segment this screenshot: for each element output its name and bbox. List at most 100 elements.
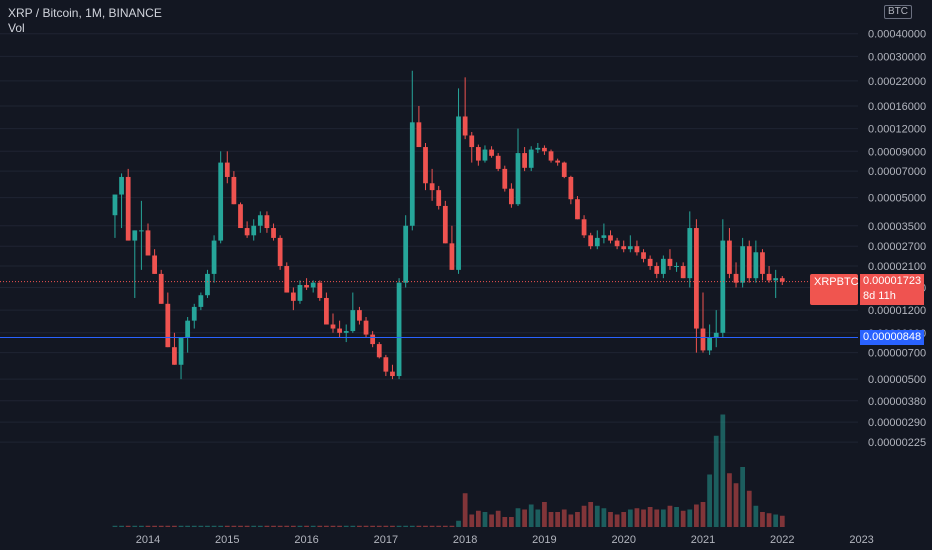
candle [383,354,389,377]
candle [660,255,666,279]
volume-bar [654,509,660,527]
candle [416,105,422,148]
volume-bar [746,490,752,527]
candle [575,196,580,220]
candle [528,146,534,172]
volume-bar [297,525,303,527]
candle [456,88,461,274]
candle-body [112,194,118,216]
candle [707,324,712,355]
volume-bar [125,525,131,527]
candle-body [185,320,191,338]
volume-bar [277,525,283,527]
candle [641,249,646,263]
last-price-label: 0.00001723 8d 11h [860,273,925,305]
candle [654,262,660,279]
volume-bar [231,525,237,527]
volume-bar [727,473,732,527]
volume-bar [495,510,501,527]
candle-body [509,188,514,205]
volume-bars [112,414,785,527]
volume-bar [343,525,349,527]
volume-bar [376,525,382,527]
volume-bar [310,525,316,527]
volume-bar [363,525,369,527]
candle [390,364,395,380]
volume-bar [456,520,461,527]
price-tick-label: 0.00002700 [868,241,926,253]
time-tick-label: 2023 [849,534,873,546]
candle [304,278,309,290]
candle-body [238,204,243,229]
candle [594,230,600,250]
candle-body [396,282,402,377]
price-tick-label: 0.00005000 [868,193,926,205]
volume-bar [555,512,561,527]
candle-body [264,215,270,229]
candle [310,280,316,293]
time-axis: 2014 2015 2016 2017 2018 2019 2020 2021 2022 2023 [136,534,874,546]
volume-bar [700,502,706,527]
volume-bar [687,509,693,527]
candle [568,175,574,205]
candle [363,316,369,338]
volume-bar [145,525,151,527]
candle-body [165,303,171,348]
volume-bar [403,525,409,527]
volume-bar [594,505,600,527]
candle-body [145,230,151,256]
axis-unit-badge[interactable]: BTC [884,5,912,19]
candle-body [548,151,554,161]
candle [112,194,118,238]
candle-body [713,332,719,338]
candle [535,143,541,154]
candle [436,185,442,210]
volume-bar [350,525,356,527]
candle-body [456,116,461,270]
candle [185,316,191,353]
candle [224,151,230,184]
candle [429,168,435,201]
candle [271,223,276,241]
volume-bar [185,525,191,527]
candle [509,183,514,208]
hline-price-label: 0.00000848 [860,330,925,346]
candle-body [674,266,679,268]
volume-bar [515,508,521,527]
candle [700,292,706,353]
candle [119,173,124,229]
candle-body [357,310,362,321]
candle-body [680,266,686,279]
candle-body [528,149,534,168]
volume-legend[interactable]: Vol [8,21,25,35]
candle [350,292,356,333]
candle-body [290,292,296,301]
candle-body [231,176,237,205]
symbol-title[interactable]: XRP / Bitcoin, 1M, BINANCE [8,6,162,20]
volume-bar [205,525,210,527]
candle-body [205,273,210,296]
price-tick-label: 0.00000380 [868,396,926,408]
volume-bar [608,512,613,527]
candle [667,249,673,270]
candle-body [608,235,613,241]
volume-bar [152,525,157,527]
candle [290,287,296,311]
candle [198,292,204,311]
candle-body [297,285,303,301]
candle-body [370,334,376,345]
candle [687,211,693,288]
candle-body [475,147,481,161]
candle-body [139,230,144,232]
candle [125,168,131,241]
candle [396,278,402,380]
candle [244,221,250,238]
candle-body [502,168,508,189]
candle [251,219,257,241]
candle [191,303,197,329]
volume-bar [284,525,290,527]
candle [152,249,157,274]
candle-body [733,273,739,283]
candle [720,219,726,338]
